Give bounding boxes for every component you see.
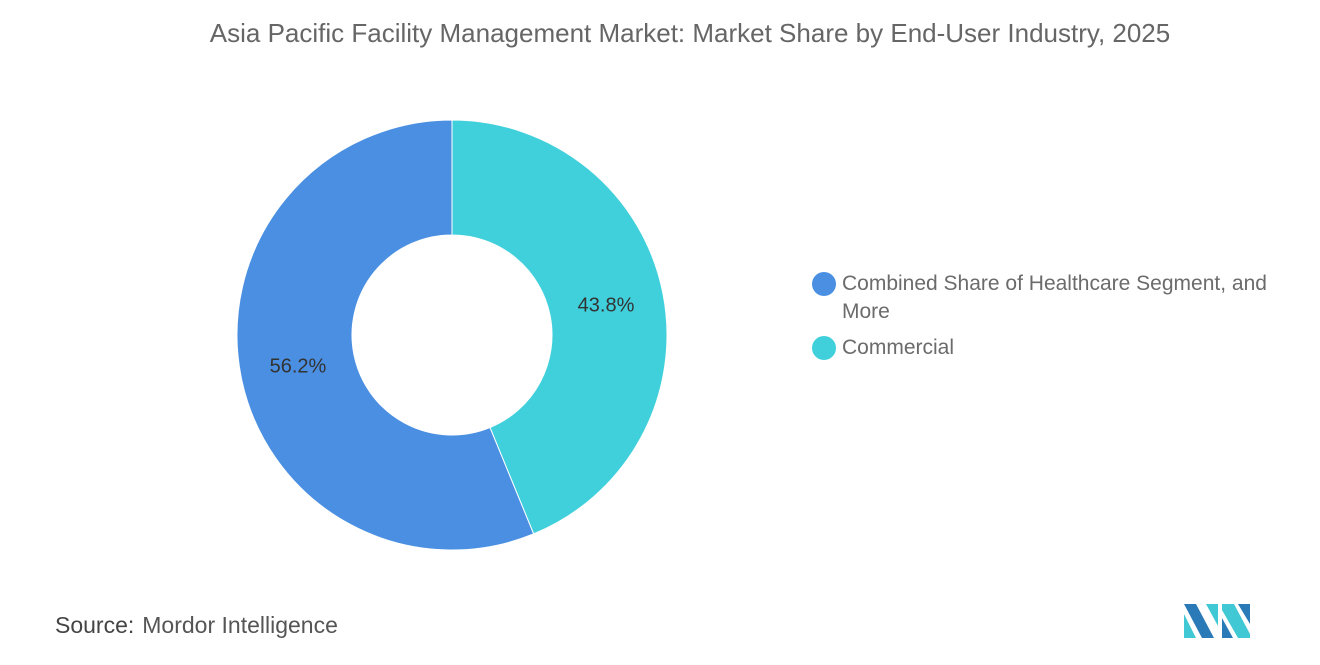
data-label: 43.8% — [578, 295, 635, 317]
mordor-logo-icon — [1184, 604, 1250, 638]
slice-commercial[interactable] — [451, 119, 668, 535]
source-label: Source: — [55, 612, 135, 638]
legend-label: Commercial — [842, 336, 955, 359]
source-value: Mordor Intelligence — [142, 612, 338, 638]
legend-item-commercial[interactable]: Commercial — [812, 334, 1312, 362]
legend-swatch — [812, 336, 836, 360]
chart-title: Asia Pacific Facility Management Market:… — [209, 18, 1171, 48]
legend-label: Combined Share of Healthcare Segment, an… — [842, 272, 1267, 323]
legend-item-combined[interactable]: Combined Share of Healthcare Segment, an… — [812, 270, 1312, 326]
legend-swatch — [812, 272, 836, 296]
slice-combined-share-of-healthcare-segment-and-more[interactable] — [236, 119, 535, 551]
data-label: 56.2% — [270, 355, 327, 377]
source: Source: Mordor Intelligence — [55, 612, 338, 639]
legend: Combined Share of Healthcare Segment, an… — [812, 270, 1312, 370]
